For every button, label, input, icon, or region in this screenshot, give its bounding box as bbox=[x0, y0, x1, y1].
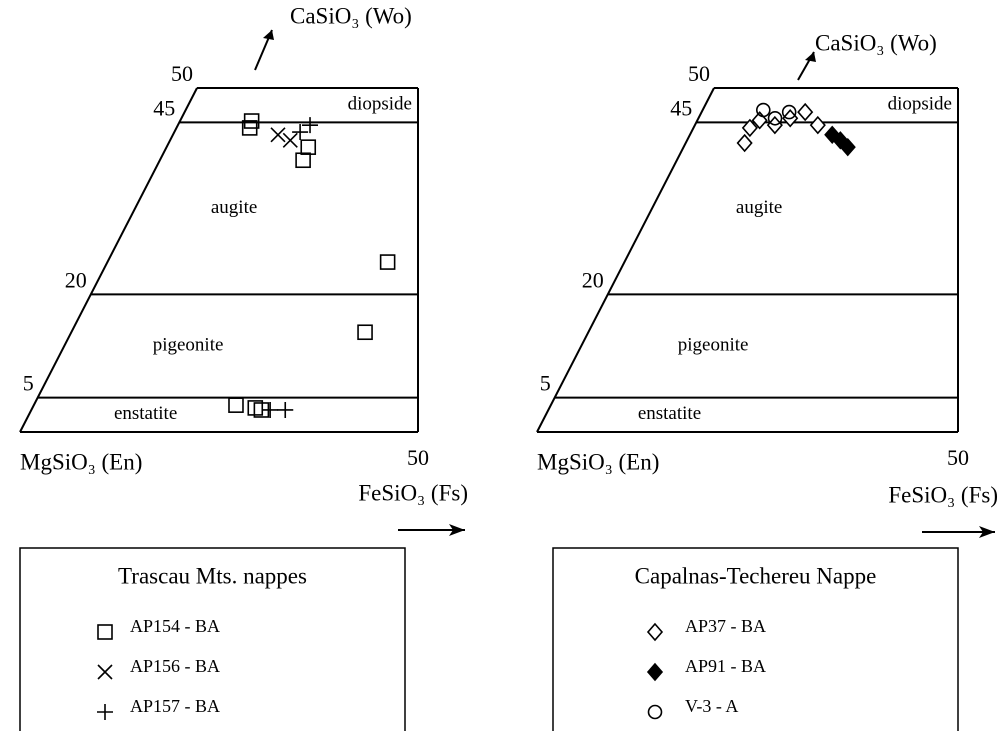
marker-cross bbox=[282, 132, 298, 148]
marker-circle bbox=[767, 110, 783, 126]
left-edge bbox=[19, 87, 198, 433]
legend-label: AP154 - BA bbox=[130, 616, 220, 636]
y-tick-label: 45 bbox=[670, 95, 692, 120]
field-label: pigeonite bbox=[678, 334, 749, 355]
marker-plus bbox=[292, 124, 309, 141]
marker-diamond bbox=[809, 115, 826, 135]
wo-arrowhead bbox=[263, 30, 274, 40]
legend-label: V-3 - A bbox=[685, 696, 738, 716]
left-edge bbox=[536, 87, 715, 433]
x-axis-label: FeSiO₃ (Fs) bbox=[888, 482, 998, 507]
marker-circle bbox=[781, 104, 797, 120]
marker-square bbox=[300, 139, 317, 155]
marker-square bbox=[247, 400, 264, 416]
marker-diamond bbox=[797, 102, 814, 122]
y-tick-label: 50 bbox=[688, 61, 710, 86]
legend-marker bbox=[97, 704, 113, 720]
legend-title: Trascau Mts. nappes bbox=[118, 563, 307, 588]
y-axis-label: CaSiO₃ (Wo) bbox=[290, 3, 412, 28]
marker-circle bbox=[755, 102, 771, 118]
wo-arrowhead bbox=[805, 52, 816, 62]
marker-cross bbox=[270, 127, 286, 143]
legend-marker bbox=[97, 624, 113, 640]
legend-label: AP37 - BA bbox=[685, 616, 766, 636]
marker-square bbox=[241, 120, 258, 136]
y-tick-label: 20 bbox=[65, 267, 87, 292]
marker-square bbox=[228, 397, 244, 413]
fs-arrowhead bbox=[979, 526, 995, 538]
legend-label: AP157 - BA bbox=[130, 696, 220, 716]
y-tick-label: 45 bbox=[153, 95, 175, 120]
legend-box bbox=[19, 547, 406, 731]
y-tick-label: 5 bbox=[540, 371, 551, 396]
y-tick-label: 5 bbox=[23, 371, 34, 396]
marker-diamond bbox=[741, 118, 758, 138]
marker-square bbox=[379, 254, 396, 270]
marker-square bbox=[295, 152, 311, 169]
marker-square bbox=[357, 324, 373, 341]
x-tick-label: 50 bbox=[947, 445, 969, 470]
legend-marker bbox=[647, 704, 663, 720]
field-label: diopside bbox=[348, 94, 412, 115]
y-axis-label: CaSiO₃ (Wo) bbox=[815, 30, 937, 55]
legend-label: AP156 - BA bbox=[130, 656, 220, 676]
legend-box bbox=[552, 547, 959, 731]
legend-marker bbox=[97, 664, 113, 680]
field-label: pigeonite bbox=[153, 334, 224, 355]
marker-plus bbox=[262, 401, 279, 418]
field-label: augite bbox=[211, 197, 257, 218]
legend-title: Capalnas-Techereu Nappe bbox=[635, 563, 877, 588]
legend-label: AP91 - BA bbox=[685, 656, 766, 676]
x-tick-label: 50 bbox=[407, 445, 429, 470]
field-label: augite bbox=[736, 197, 782, 218]
fs-arrowhead bbox=[449, 524, 465, 536]
x-start-label: MgSiO₃ (En) bbox=[537, 449, 659, 474]
x-start-label: MgSiO₃ (En) bbox=[20, 449, 142, 474]
x-axis-label: FeSiO₃ (Fs) bbox=[358, 480, 468, 505]
y-tick-label: 50 bbox=[171, 61, 193, 86]
marker-plus bbox=[277, 401, 294, 418]
marker-diamond bbox=[736, 133, 753, 153]
field-label: enstatite bbox=[638, 403, 701, 424]
field-label: enstatite bbox=[114, 403, 177, 424]
marker-diamond bbox=[839, 137, 856, 157]
marker-plus bbox=[302, 117, 319, 134]
field-label: diopside bbox=[888, 94, 952, 115]
legend-marker bbox=[646, 662, 664, 682]
legend-marker bbox=[646, 622, 664, 642]
y-tick-label: 20 bbox=[582, 267, 604, 292]
